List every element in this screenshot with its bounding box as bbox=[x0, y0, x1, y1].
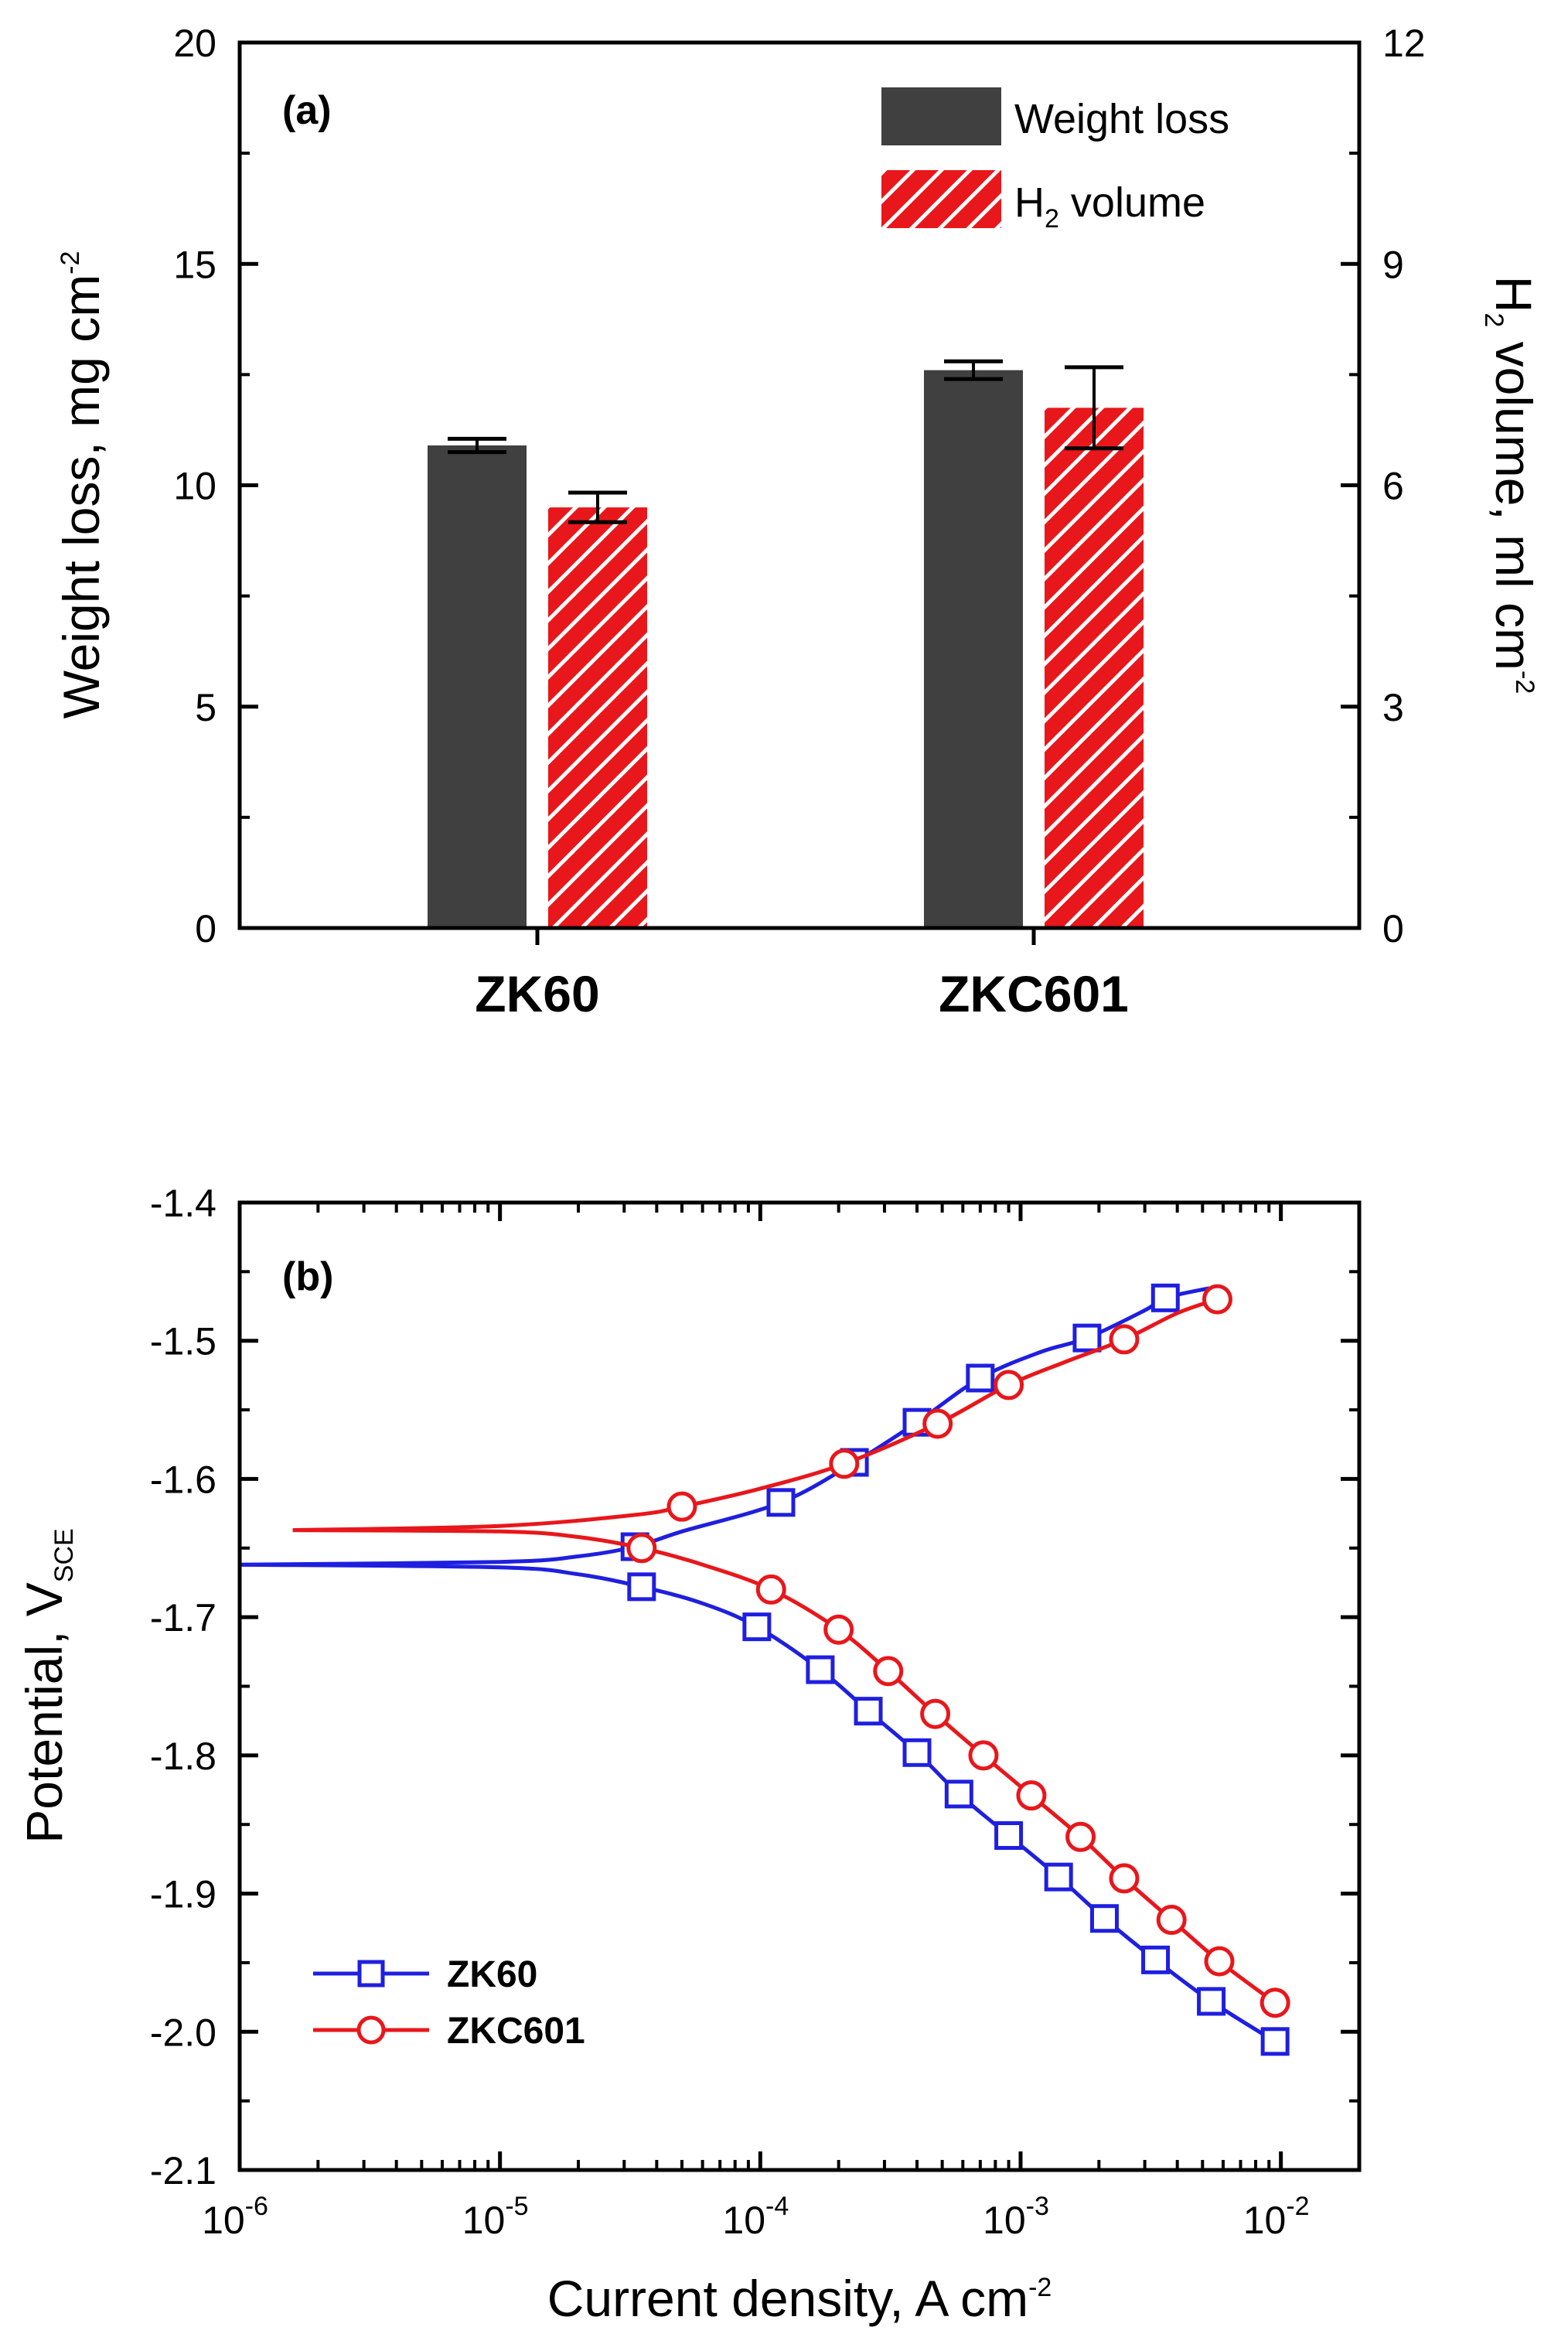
y-tick-label-right: 6 bbox=[1382, 465, 1404, 508]
plot-frame-a bbox=[237, 40, 1362, 930]
marker-zk60 bbox=[1260, 2027, 1290, 2056]
legend-marker-zkc601 bbox=[356, 2015, 386, 2045]
marker-zkc601 bbox=[873, 1656, 904, 1687]
y-tick-label-left: 10 bbox=[173, 465, 216, 508]
legend-label-h2-volume: H2 volume bbox=[1014, 179, 1205, 234]
marker-zkc601 bbox=[1109, 1324, 1140, 1355]
marker-zkc601 bbox=[1202, 1284, 1232, 1315]
y-tick-label: -2.0 bbox=[150, 2011, 216, 2054]
marker-zk60 bbox=[1089, 1904, 1119, 1933]
marker-zkc601 bbox=[666, 1491, 697, 1522]
y-tick-label: -1.6 bbox=[150, 1458, 216, 1501]
marker-zk60 bbox=[902, 1738, 932, 1767]
marker-zkc601 bbox=[1016, 1780, 1047, 1811]
lines-layer bbox=[239, 1283, 1290, 2056]
marker-zk60 bbox=[966, 1363, 995, 1393]
y-tick-label-right: 0 bbox=[1382, 907, 1404, 950]
y-tick-label-left: 0 bbox=[195, 907, 216, 950]
y-tick-label: -1.4 bbox=[150, 1182, 216, 1225]
marker-zkc601 bbox=[755, 1574, 786, 1605]
marker-zk60 bbox=[766, 1488, 796, 1517]
curve-zk60-anodic bbox=[239, 1286, 1210, 1567]
y-axis-title-left: Weight loss, mg cm-2 bbox=[53, 251, 110, 719]
category-label-zk60: ZK60 bbox=[475, 965, 599, 1022]
marker-zkc601 bbox=[1156, 1905, 1187, 1936]
y-tick-label-right: 9 bbox=[1382, 243, 1404, 286]
x-axis-title: Current density, A cm-2 bbox=[547, 2270, 1052, 2327]
y-tick-label-left: 20 bbox=[173, 22, 216, 65]
category-label-zkc601: ZKC601 bbox=[939, 965, 1129, 1022]
marker-zk60 bbox=[944, 1779, 973, 1809]
plot-frame-b bbox=[237, 1200, 1362, 2172]
marker-zkc601 bbox=[994, 1370, 1024, 1401]
legend-a: Weight loss H2 volume bbox=[881, 87, 1229, 234]
panel-a: (a) 0 5 10 15 20 0 3 6 9 12 Weight loss H2 volume… bbox=[53, 22, 1542, 1022]
marker-zkc601 bbox=[1260, 1987, 1290, 2018]
x-tick-label: 10-3 bbox=[983, 2192, 1049, 2242]
legend-swatch-h2-volume bbox=[881, 170, 1001, 228]
legend-swatch-weight-loss bbox=[881, 87, 1001, 145]
marker-zkc601 bbox=[829, 1448, 860, 1479]
legend-marker-zk60 bbox=[357, 1960, 385, 1987]
curve-zkc601-cathodic bbox=[292, 1528, 1277, 2005]
y-axis-title: Potential, VSCE bbox=[15, 1528, 79, 1843]
marker-zkc601 bbox=[968, 1740, 999, 1771]
marker-zk60 bbox=[854, 1697, 883, 1726]
marker-zk60 bbox=[994, 1821, 1024, 1851]
x-tick-label: 10-4 bbox=[722, 2192, 789, 2242]
marker-zkc601 bbox=[626, 1533, 657, 1564]
marker-zkc601 bbox=[1065, 1821, 1096, 1852]
y-axis-title-right: H2 volume, ml cm-2 bbox=[1479, 276, 1542, 694]
y-tick-label-right: 3 bbox=[1382, 686, 1404, 729]
marker-zk60 bbox=[806, 1655, 835, 1684]
panel-b-label: (b) bbox=[282, 1254, 333, 1299]
marker-zk60 bbox=[627, 1572, 656, 1602]
legend-b: ZK60 ZKC601 bbox=[313, 1954, 585, 2052]
marker-zk60 bbox=[742, 1612, 772, 1642]
bar-h2-volume-zkc601 bbox=[1045, 408, 1144, 928]
marker-zkc601 bbox=[920, 1698, 951, 1729]
axis-ticks: 0 5 10 15 20 0 3 6 9 12 bbox=[173, 22, 1425, 950]
y-tick-label: -1.9 bbox=[150, 1873, 216, 1916]
x-tick-label: 10-5 bbox=[462, 2192, 529, 2242]
panel-b: (b) -1.4 -1.5 -1.6 -1.7 -1.8 -1.9 -2.0 -2.110-6… bbox=[15, 1182, 1362, 2327]
legend-label-zk60: ZK60 bbox=[447, 1954, 537, 1995]
y-tick-label: -1.5 bbox=[150, 1320, 216, 1363]
y-tick-label-left: 5 bbox=[195, 686, 216, 729]
marker-zkc601 bbox=[823, 1614, 854, 1645]
bar-weight-loss-zkc601 bbox=[924, 370, 1023, 928]
marker-zkc601 bbox=[1109, 1863, 1140, 1894]
marker-zk60 bbox=[1044, 1862, 1073, 1892]
y-tick-label: -1.7 bbox=[150, 1596, 216, 1639]
marker-zk60 bbox=[1197, 1987, 1226, 2016]
axis-ticks: -1.4 -1.5 -1.6 -1.7 -1.8 -1.9 -2.0 -2.110-6 10-5… bbox=[150, 1182, 1361, 2242]
y-tick-label-right: 12 bbox=[1382, 22, 1426, 65]
bar-h2-volume-zk60 bbox=[548, 507, 647, 928]
marker-zk60 bbox=[1141, 1945, 1171, 1974]
bars-layer bbox=[428, 359, 1144, 928]
y-tick-label: -2.1 bbox=[150, 2149, 216, 2192]
marker-zk60 bbox=[1150, 1283, 1180, 1312]
legend-label-zkc601: ZKC601 bbox=[447, 2011, 585, 2052]
panel-a-label: (a) bbox=[282, 88, 332, 133]
y-tick-label: -1.8 bbox=[150, 1735, 216, 1778]
marker-zkc601 bbox=[1204, 1946, 1235, 1977]
marker-zk60 bbox=[1072, 1323, 1102, 1353]
x-tick-label: 10-6 bbox=[202, 2192, 268, 2242]
bar-weight-loss-zk60 bbox=[428, 445, 527, 928]
legend-label-weight-loss: Weight loss bbox=[1014, 96, 1229, 142]
x-tick-label: 10-2 bbox=[1243, 2192, 1310, 2242]
y-tick-label-left: 15 bbox=[173, 243, 216, 286]
marker-zkc601 bbox=[922, 1408, 953, 1439]
